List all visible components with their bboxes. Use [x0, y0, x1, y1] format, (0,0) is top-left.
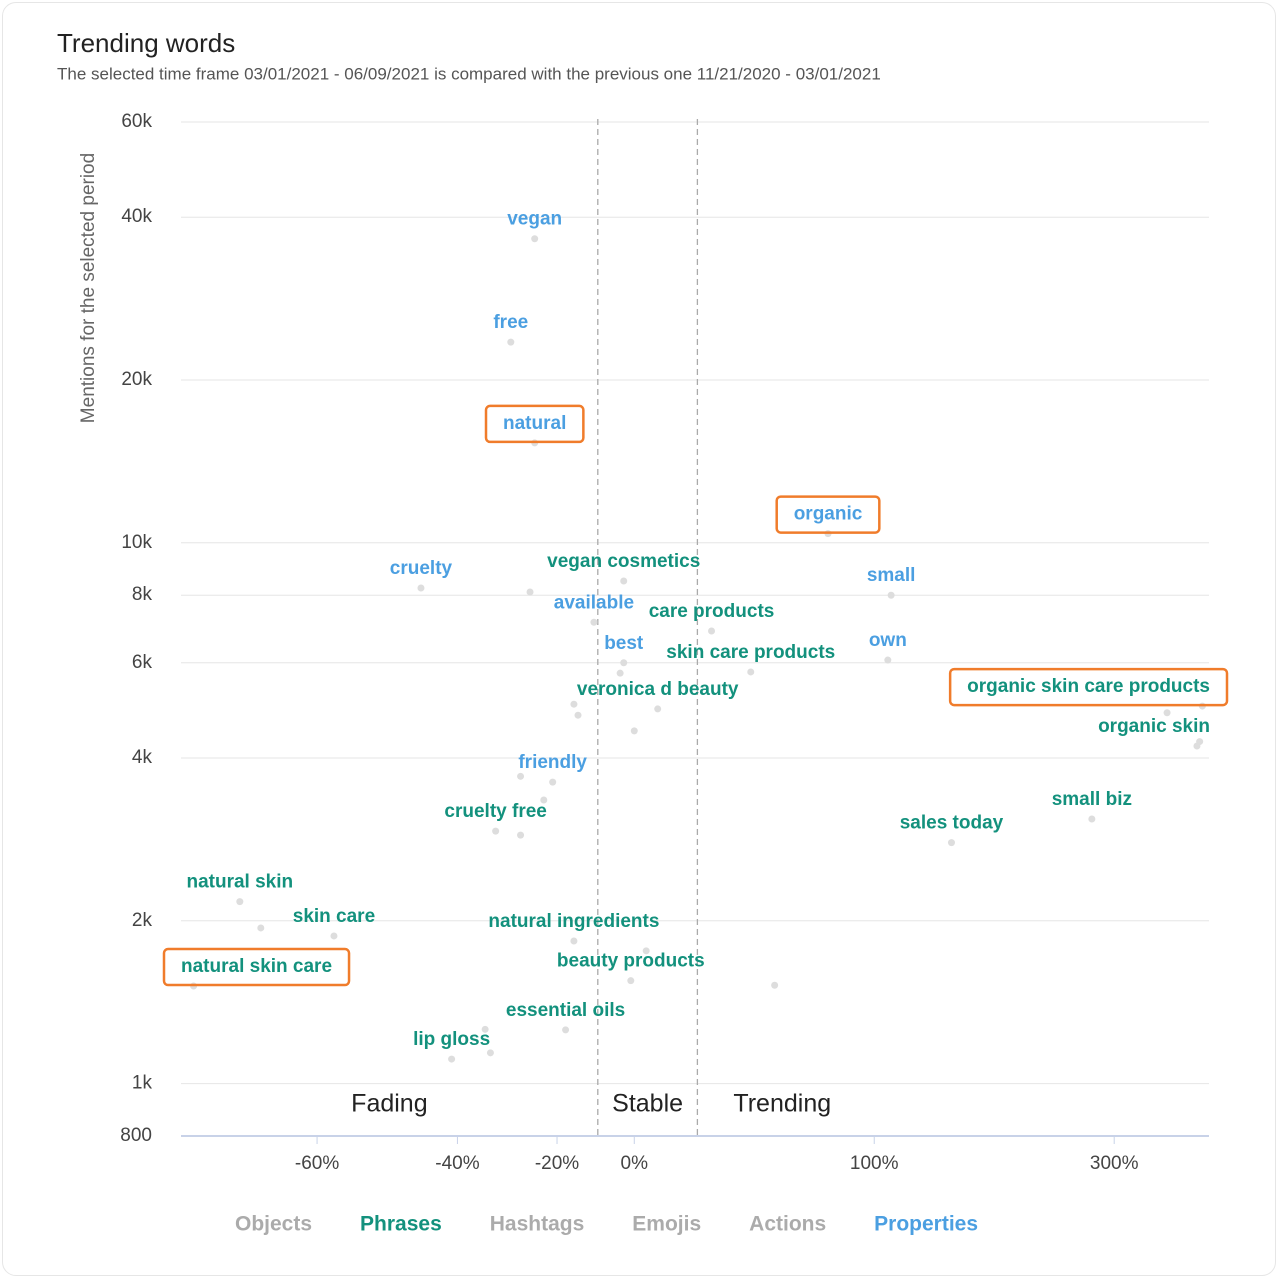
point-label: free: [493, 312, 528, 333]
chart-subtitle: The selected time frame 03/01/2021 - 06/…: [57, 64, 881, 83]
point: [549, 778, 557, 786]
point: [708, 627, 716, 635]
point: [486, 1049, 494, 1057]
point-label: essential oils: [506, 1000, 625, 1021]
point: [1163, 709, 1171, 717]
y-axis-title: Mentions for the selected period: [78, 153, 99, 423]
y-tick-label: 2k: [132, 910, 153, 931]
point: [887, 591, 895, 599]
point-label: natural skin: [186, 872, 293, 893]
point: [481, 1025, 489, 1033]
point: [771, 981, 779, 989]
point: [620, 577, 628, 585]
point: [507, 338, 515, 346]
y-tick-label: 60k: [121, 111, 152, 132]
point: [517, 831, 525, 839]
point: [448, 1055, 456, 1063]
y-tick-label: 8k: [132, 584, 153, 605]
point-label: own: [869, 630, 907, 651]
point-label: care products: [649, 601, 775, 622]
filter-tab[interactable]: Actions: [749, 1213, 826, 1236]
point: [627, 977, 635, 985]
y-tick-label: 6k: [132, 652, 153, 673]
filter-tab[interactable]: Emojis: [632, 1213, 701, 1236]
point: [616, 669, 624, 677]
point-label: available: [554, 592, 634, 613]
x-tick-label: -60%: [295, 1153, 339, 1174]
point: [884, 656, 892, 664]
point: [630, 727, 638, 735]
point: [417, 584, 425, 592]
point: [654, 705, 662, 713]
point-label: veronica d beauty: [577, 679, 739, 700]
point: [570, 937, 578, 945]
highlight-box: [775, 495, 881, 534]
highlight-box: [948, 667, 1229, 707]
point-label: natural ingredients: [488, 911, 659, 932]
region-label: Trending: [733, 1090, 831, 1118]
point: [540, 796, 548, 804]
point: [526, 588, 534, 596]
point-label: friendly: [518, 752, 587, 773]
region-label: Stable: [612, 1090, 683, 1118]
highlight-box: [484, 404, 585, 444]
filter-tab[interactable]: Properties: [874, 1213, 978, 1236]
chart-title: Trending words: [57, 28, 235, 58]
y-tick-label: 20k: [121, 369, 152, 390]
y-tick-label: 800: [120, 1125, 152, 1146]
y-tick-label: 40k: [121, 206, 152, 227]
x-tick-label: 0%: [621, 1153, 649, 1174]
point: [531, 235, 539, 243]
point: [492, 827, 500, 835]
filter-tab[interactable]: Phrases: [360, 1213, 442, 1236]
point: [257, 924, 265, 932]
point: [330, 932, 338, 940]
point-label: skin care: [293, 906, 375, 927]
point-label: sales today: [900, 813, 1004, 834]
point: [1088, 815, 1096, 823]
point-label: cruelty: [390, 558, 453, 579]
filter-tab[interactable]: Objects: [235, 1213, 312, 1236]
point-label: organic: [794, 504, 863, 525]
point: [562, 1026, 570, 1034]
region-label: Fading: [351, 1090, 427, 1118]
point-label: natural skin care: [181, 956, 332, 977]
point: [517, 772, 525, 780]
point-label: vegan cosmetics: [547, 551, 700, 572]
point: [1193, 742, 1201, 750]
point-label: organic skin care products: [967, 676, 1210, 697]
point-label: beauty products: [557, 951, 705, 972]
point: [642, 947, 650, 955]
x-tick-label: -20%: [535, 1153, 579, 1174]
x-tick-label: -40%: [435, 1153, 479, 1174]
point-label: lip gloss: [413, 1029, 490, 1050]
point: [236, 898, 244, 906]
point: [570, 700, 578, 708]
point-label: natural: [503, 413, 566, 434]
point: [947, 839, 955, 847]
x-tick-label: 100%: [850, 1153, 899, 1174]
point: [620, 659, 628, 667]
y-tick-label: 10k: [121, 532, 152, 553]
y-tick-label: 1k: [132, 1073, 153, 1094]
point: [747, 668, 755, 676]
point-label: vegan: [507, 209, 562, 230]
filter-tab[interactable]: Hashtags: [490, 1213, 585, 1236]
highlight-box: [162, 947, 351, 987]
point-label: small biz: [1052, 789, 1132, 810]
point-label: best: [604, 633, 644, 654]
point-label: organic skin: [1098, 716, 1210, 737]
point: [574, 711, 582, 719]
x-tick-label: 300%: [1090, 1153, 1139, 1174]
point-label: small: [867, 565, 916, 586]
point-label: cruelty free: [444, 801, 546, 822]
point-label: skin care products: [666, 642, 835, 663]
point: [590, 618, 598, 626]
y-tick-label: 4k: [132, 747, 153, 768]
